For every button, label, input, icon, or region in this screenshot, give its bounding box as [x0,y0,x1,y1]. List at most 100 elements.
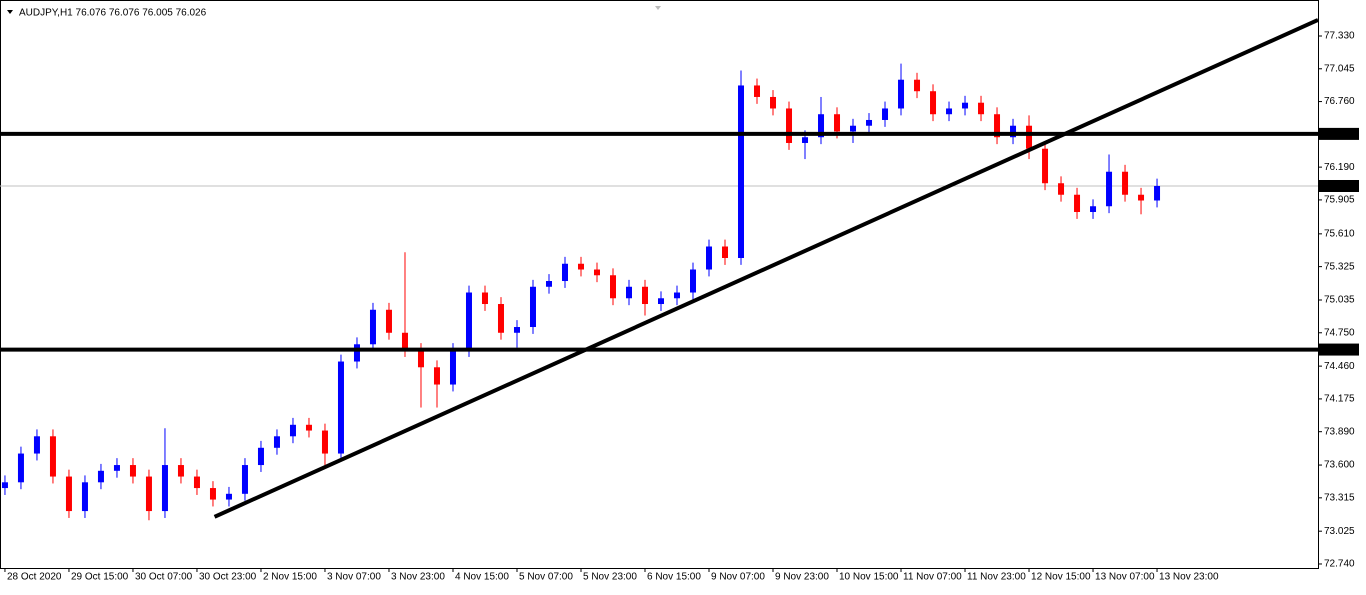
candle-body [353,344,360,362]
x-tick-label: 13 Nov 23:00 [1159,572,1219,583]
level-box [1319,127,1359,140]
x-tick-label: 3 Nov 23:00 [391,572,445,583]
candle-body [641,286,648,305]
candle-body [209,488,216,500]
y-tick-label: 77.045 [1324,63,1355,74]
candle-body [273,436,280,448]
candle-body [545,281,552,287]
candle-body [882,108,889,120]
x-tick-label: 6 Nov 15:00 [647,572,701,583]
candle-body [690,269,697,293]
trendline [213,18,1319,519]
candle-body [850,125,857,132]
candle-body [1058,183,1065,195]
x-tick-label: 30 Oct 23:00 [199,572,257,583]
y-tick-label: 75.325 [1324,261,1355,272]
candle-body [802,137,809,143]
candle-body [674,292,681,299]
candle-body [1106,171,1113,207]
candle-body [818,114,825,138]
candle-body [497,304,504,333]
candle-body [465,292,472,351]
candle-body [978,102,985,115]
candle-body [417,350,424,368]
x-tick-label: 5 Nov 23:00 [583,572,637,583]
candle-body [257,447,264,466]
y-tick-label: 74.460 [1324,361,1355,372]
y-tick-label: 76.190 [1324,162,1355,173]
x-tick-label: 10 Nov 15:00 [839,572,899,583]
x-tick-label: 5 Nov 07:00 [519,572,573,583]
y-tick-label: 73.890 [1324,426,1355,437]
candle-body [754,85,761,97]
candle-body [385,309,392,333]
candle-body [81,482,88,512]
y-tick-label: 73.600 [1324,460,1355,471]
candle-body [369,309,376,345]
chart-title: AUDJPY,H1 76.076 76.076 76.005 76.026 [19,8,207,19]
candle-body [321,430,328,454]
candle-body [962,102,969,109]
candle-body [241,465,248,494]
candle-body [609,275,616,299]
candle-body [625,286,632,299]
y-tick-label: 77.330 [1324,31,1355,42]
level-label: 76.479 [1322,129,1353,140]
candle-body [481,292,488,305]
x-tick-label: 30 Oct 07:00 [135,572,193,583]
candle-body [593,269,600,276]
y-tick-label: 73.025 [1324,526,1355,537]
level-box [1319,343,1359,356]
x-tick-label: 12 Nov 15:00 [1031,572,1091,583]
scroll-marker [655,6,661,10]
candle-body [1026,125,1033,149]
y-tick-label: 75.035 [1324,295,1355,306]
candle-body [305,424,312,431]
symbol-menu-icon [7,10,13,14]
x-tick-label: 29 Oct 15:00 [71,572,129,583]
candle-body [946,108,953,115]
current-price-box [1319,179,1359,192]
y-tick-label: 76.760 [1324,96,1355,107]
x-tick-label: 3 Nov 07:00 [327,572,381,583]
candle-body [561,263,568,282]
candle-body [1138,194,1145,201]
candle-body [994,114,1001,138]
candle-body [770,96,777,109]
candle-body [866,119,873,126]
y-tick-label: 74.750 [1324,327,1355,338]
candle-body [49,436,56,477]
candle-body [658,298,665,305]
candle-body [401,332,408,351]
level-label: 74.604 [1322,344,1353,355]
candle-body [1090,206,1097,212]
candle-body [898,79,905,109]
x-tick-label: 9 Nov 07:00 [711,572,765,583]
current-price-label: 76.026 [1322,181,1353,192]
candle-body [289,424,296,437]
candle-body [33,436,40,454]
candle-body [577,263,584,270]
candle-body [1074,194,1081,212]
candle-body [193,476,200,489]
candle-body [177,465,184,477]
x-tick-label: 2 Nov 15:00 [263,572,317,583]
candle-body [97,470,104,483]
y-tick-label: 75.905 [1324,195,1355,206]
candle-body [337,361,344,454]
candle-body [513,327,520,333]
candle-body [1010,125,1017,138]
candle-body [1042,148,1049,184]
y-tick-label: 73.315 [1324,492,1355,503]
candle-body [722,246,729,259]
candle-body [449,350,456,385]
y-tick-label: 72.740 [1324,559,1355,570]
candle-body [834,114,841,132]
candle-body [706,246,713,270]
x-tick-label: 11 Nov 07:00 [903,572,962,583]
x-tick-label: 28 Oct 2020 [7,572,62,583]
y-tick-label: 74.175 [1324,394,1355,405]
x-tick-label: 4 Nov 15:00 [455,572,509,583]
